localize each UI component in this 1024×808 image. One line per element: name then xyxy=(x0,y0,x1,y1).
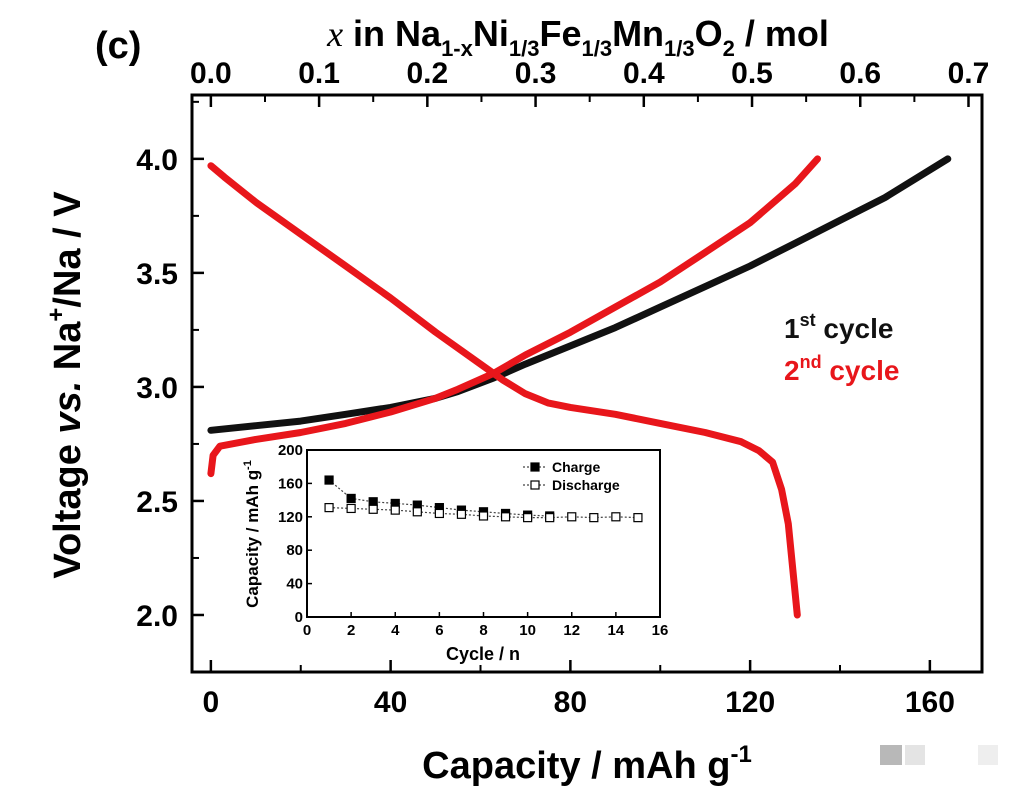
top-x-tick-label: 0.4 xyxy=(623,57,665,90)
x-tick-label: 80 xyxy=(554,686,587,719)
inset-point-discharge xyxy=(412,507,422,517)
inset-point-discharge xyxy=(589,513,599,523)
x-tick-label: 120 xyxy=(725,686,775,719)
inset-point-discharge xyxy=(478,511,489,521)
inset-y-tick-label: 120 xyxy=(278,509,303,526)
inset-y-tick-label: 0 xyxy=(295,609,303,626)
inset-legend-marker xyxy=(530,480,540,490)
inset-point-discharge xyxy=(346,503,356,514)
inset-legend-label: Charge xyxy=(552,459,600,475)
plot-frame xyxy=(190,93,984,674)
y-axis-label: Voltage vs. Na+/Na / V xyxy=(43,191,89,579)
inset-point-discharge xyxy=(324,503,334,513)
series-cycle2-discharge xyxy=(207,162,801,619)
panel-label: (c) xyxy=(95,25,141,67)
inset-point-discharge xyxy=(523,513,533,523)
inset-x-tick-label: 14 xyxy=(608,622,625,639)
top-x-tick-label: 0.5 xyxy=(731,57,773,90)
inset-x-tick-label: 10 xyxy=(519,622,536,639)
x-axis-label: Capacity / mAh g-1 xyxy=(422,741,752,787)
x-tick-label: 40 xyxy=(374,686,407,719)
top-x-tick-label: 0.2 xyxy=(406,57,448,90)
inset-x-tick-label: 8 xyxy=(479,622,487,639)
y-tick-label: 2.5 xyxy=(136,486,178,519)
watermark-block xyxy=(880,745,902,765)
inset-y-tick-label: 160 xyxy=(278,475,303,492)
legend-entry-2: 2nd cycle xyxy=(784,352,899,386)
inset-point-charge xyxy=(346,493,356,504)
watermark-block xyxy=(905,745,925,765)
inset-y-axis-label: Capacity / mAh g-1 xyxy=(242,460,262,608)
inset-y-tick-label: 200 xyxy=(278,442,303,459)
top-x-tick-label: 0.1 xyxy=(298,57,340,90)
top-x-tick-label: 0.3 xyxy=(515,57,557,90)
inset-point-discharge xyxy=(368,504,378,514)
top-x-tick-label: 0.6 xyxy=(839,57,881,90)
x-tick-label: 160 xyxy=(905,686,955,719)
inset-x-tick-label: 6 xyxy=(435,622,443,639)
inset-point-charge xyxy=(324,475,334,485)
legend-entry-1: 1st cycle xyxy=(784,310,893,344)
x-tick-label: 0 xyxy=(203,686,220,719)
inset-point-charge xyxy=(368,497,378,507)
inset-y-tick-label: 40 xyxy=(286,576,303,593)
inset-x-tick-label: 0 xyxy=(303,622,311,639)
inset-point-discharge xyxy=(545,513,555,523)
y-tick-label: 2.0 xyxy=(136,600,178,633)
inset-point-discharge xyxy=(500,512,511,522)
top-x-tick-label: 0.0 xyxy=(190,57,232,90)
inset-point-discharge xyxy=(456,509,467,519)
inset-x-axis-label: Cycle / n xyxy=(446,644,520,664)
inset-x-tick-label: 16 xyxy=(652,622,669,639)
inset-legend-marker xyxy=(530,462,540,472)
inset-point-discharge xyxy=(633,513,643,523)
series-cycle2-charge xyxy=(207,155,821,478)
watermark-block xyxy=(978,745,998,765)
y-tick-label: 4.0 xyxy=(136,144,178,177)
inset-point-discharge xyxy=(611,512,621,522)
inset-series-line-discharge xyxy=(329,507,638,519)
y-tick-label: 3.5 xyxy=(136,258,178,291)
inset-x-tick-label: 4 xyxy=(391,622,400,639)
inset-frame xyxy=(306,449,661,618)
series-cycle1-charge xyxy=(207,155,952,434)
inset-x-tick-label: 12 xyxy=(563,622,580,639)
inset-legend-label: Discharge xyxy=(552,477,620,493)
y-tick-label: 3.0 xyxy=(136,372,178,405)
top-x-tick-label: 0.7 xyxy=(948,57,990,90)
top-x-axis-label: x in Na1-xNi1/3Fe1/3Mn1/3O2 / mol xyxy=(326,13,829,61)
inset-point-discharge xyxy=(390,505,400,515)
inset-point-discharge xyxy=(434,508,444,519)
inset-y-tick-label: 80 xyxy=(286,542,303,559)
inset-x-tick-label: 2 xyxy=(347,622,355,639)
inset-point-discharge xyxy=(567,512,577,522)
